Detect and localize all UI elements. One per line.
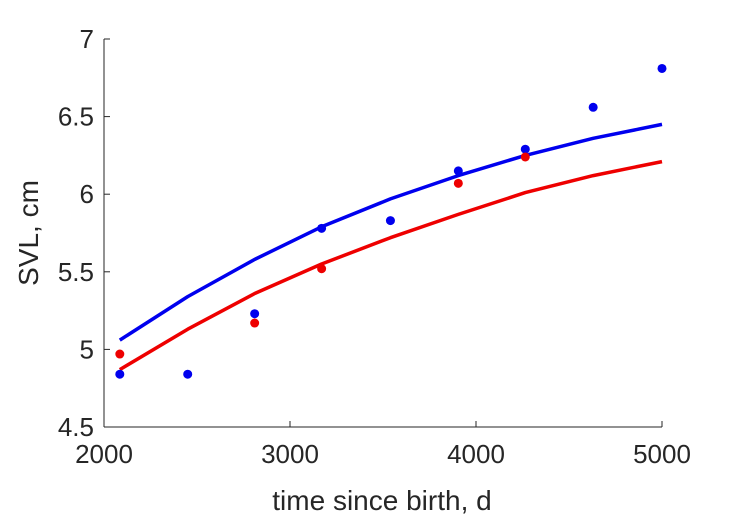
data-point: [520, 152, 530, 162]
data-point: [453, 166, 463, 176]
data-points: [115, 63, 667, 379]
data-point: [453, 178, 463, 188]
data-point: [317, 264, 327, 274]
fit-curves: [118, 122, 663, 372]
data-point: [657, 63, 667, 73]
data-point: [250, 318, 260, 328]
data-point: [115, 369, 125, 379]
y-tick-label: 6.5: [58, 102, 94, 132]
x-tick-label: 3000: [261, 439, 319, 469]
y-tick-label: 6: [80, 179, 94, 209]
axes: 2000 3000 4000 5000 4.5 5 5.5 6 6.5 7: [58, 24, 691, 469]
data-point: [183, 369, 193, 379]
x-tick-label: 2000: [75, 439, 133, 469]
y-tick-label: 4.5: [58, 412, 94, 442]
data-point: [588, 102, 598, 112]
axis-labels: time since birth, d SVL, cm: [13, 180, 492, 516]
data-point: [115, 349, 125, 359]
y-tick-label: 5.5: [58, 257, 94, 287]
data-point: [520, 144, 530, 154]
x-tick-label: 4000: [447, 439, 505, 469]
data-point: [317, 223, 327, 233]
x-axis-label: time since birth, d: [272, 485, 491, 516]
data-point: [250, 309, 260, 319]
data-point: [385, 216, 395, 226]
y-tick-label: 5: [80, 334, 94, 364]
x-tick-label: 5000: [633, 439, 691, 469]
y-axis-label: SVL, cm: [13, 180, 44, 286]
y-tick-label: 7: [80, 24, 94, 54]
fit-curve-2: [118, 122, 663, 342]
fit-curve-3: [118, 159, 663, 372]
